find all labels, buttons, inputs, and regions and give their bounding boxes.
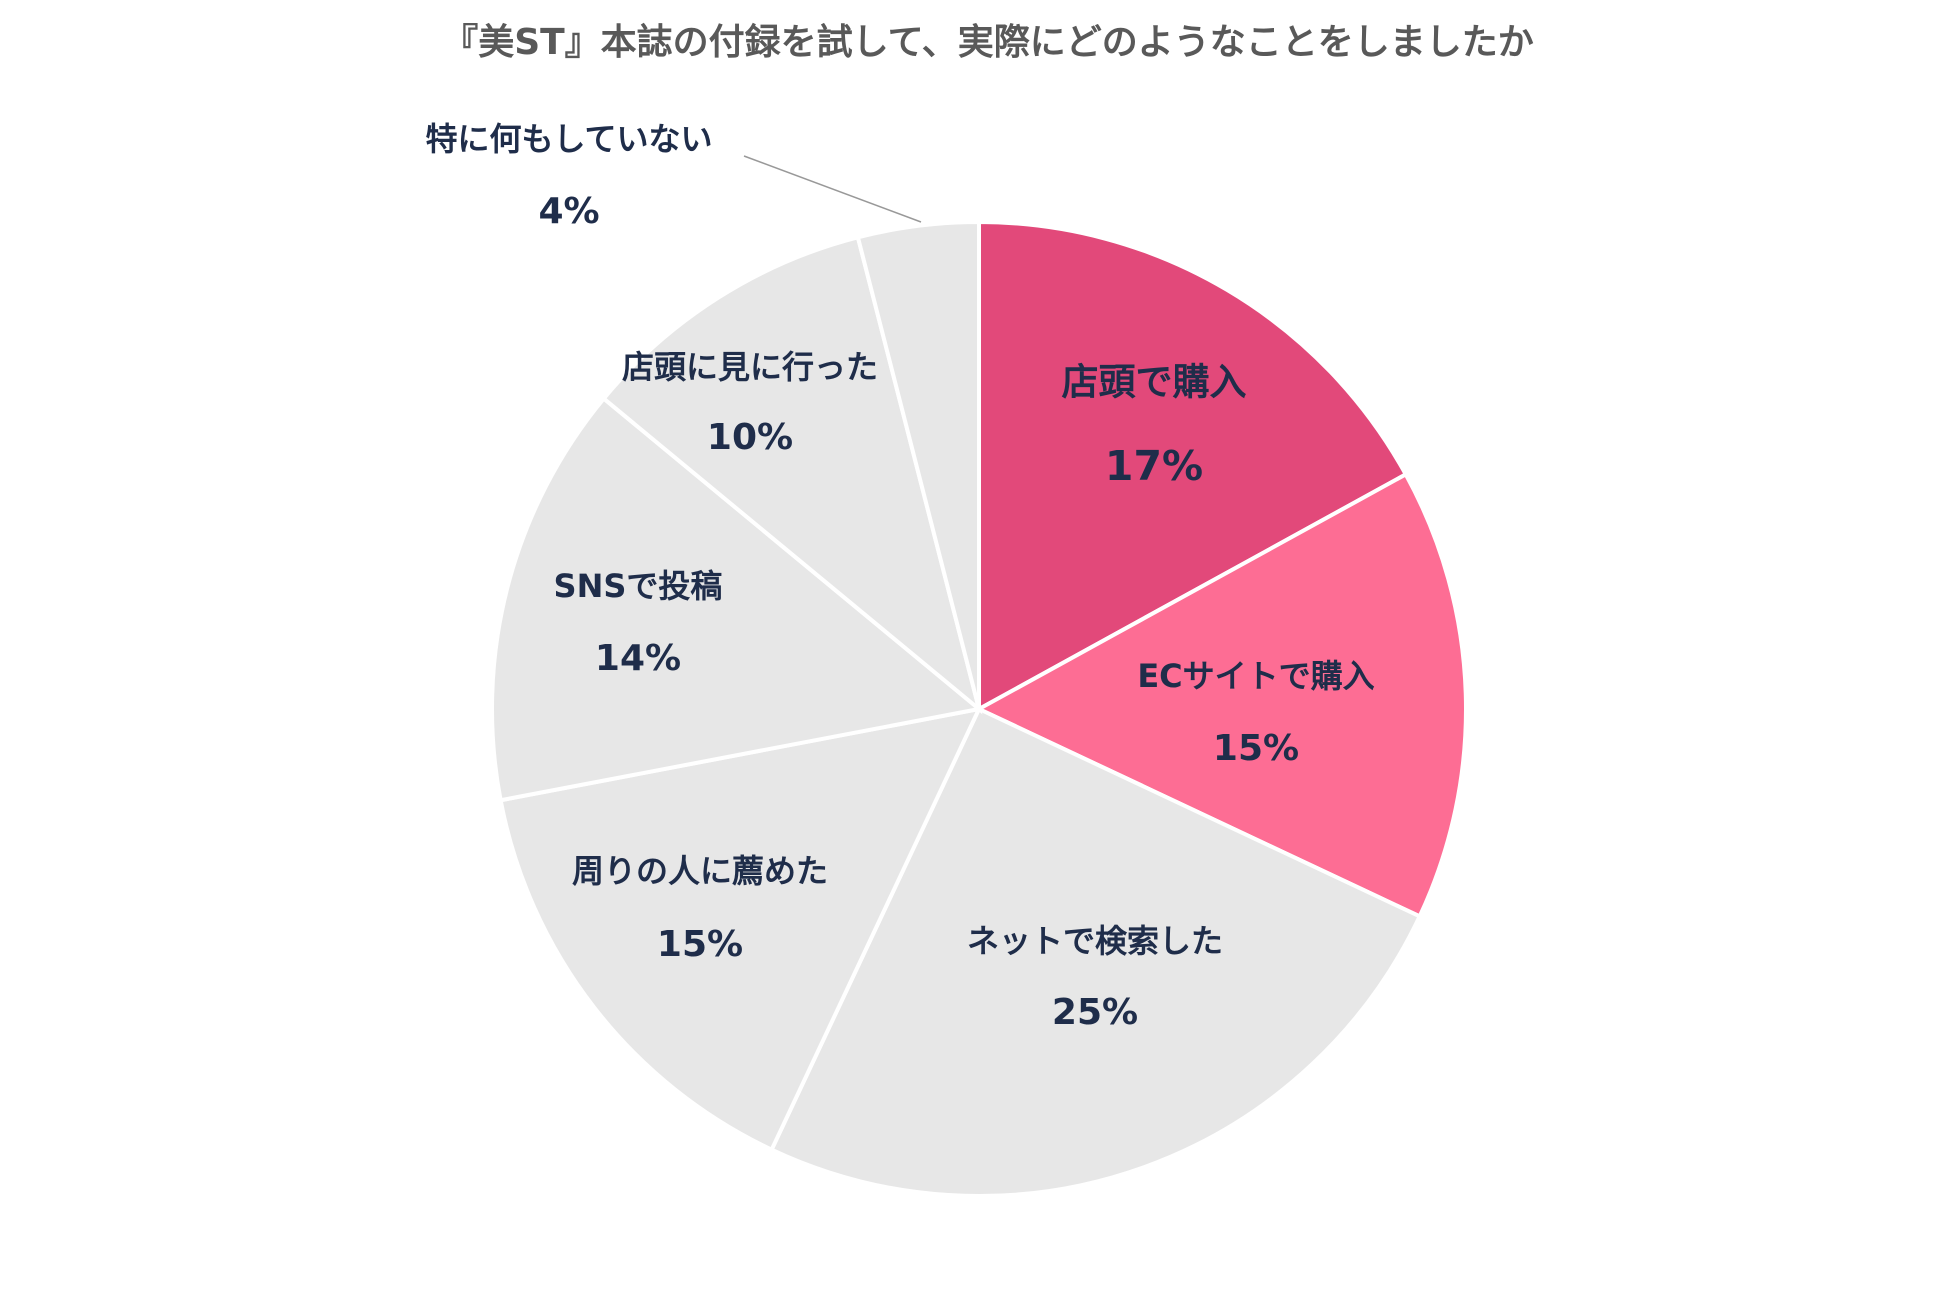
value-label: 25% xyxy=(1052,992,1138,1033)
pie-slice xyxy=(498,706,983,1153)
slice-label: ECサイトで購入 xyxy=(1137,657,1374,695)
pie-slice xyxy=(600,234,983,715)
slice-label: ネットで検索した xyxy=(967,922,1223,960)
pie-slice xyxy=(974,471,1468,920)
value-label: 17% xyxy=(1105,442,1203,490)
value-label: 4% xyxy=(538,191,599,232)
chart-title: 『美ST』本誌の付録を試して、実際にどのようなことをしましたか xyxy=(442,21,1534,63)
leader-line xyxy=(743,155,922,223)
value-label: 10% xyxy=(707,417,793,458)
slice-label: SNSで投稿 xyxy=(554,567,723,605)
value-label: 14% xyxy=(595,638,681,679)
pie-slice xyxy=(490,395,984,803)
pie-slice xyxy=(977,219,1409,713)
slice-label: 周りの人に薦めた xyxy=(572,852,828,890)
pie-slice xyxy=(855,219,981,710)
pie-slice xyxy=(768,706,1423,1198)
slice-label: 特に何もしていない xyxy=(425,120,712,158)
slice-label: 店頭に見に行った xyxy=(622,348,878,386)
slice-label: 店頭で購入 xyxy=(1062,361,1247,404)
value-label: 15% xyxy=(657,924,743,965)
value-label: 15% xyxy=(1213,728,1299,769)
